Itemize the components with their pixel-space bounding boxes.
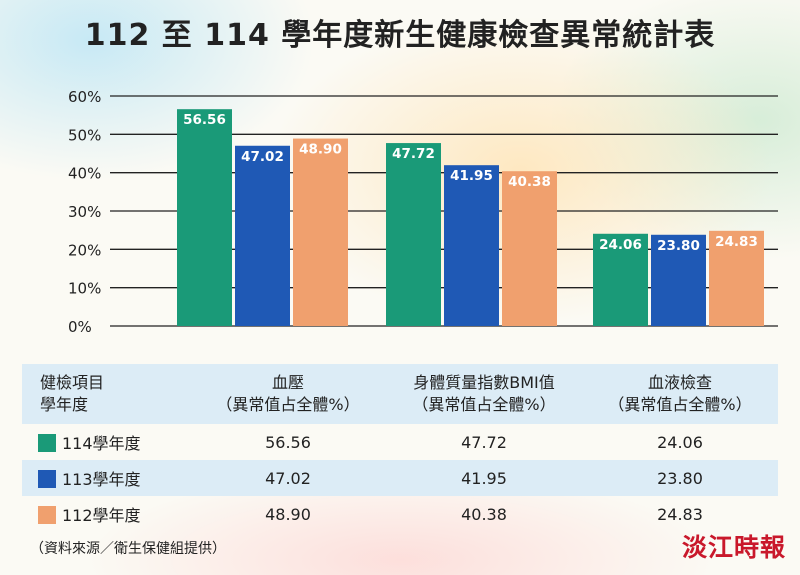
table-row: 114學年度 56.56 47.72 24.06: [22, 424, 778, 460]
y-tick-label: 50%: [68, 126, 101, 144]
value-cell: 24.83: [657, 504, 703, 524]
bar: [593, 233, 648, 326]
column-name: 身體質量指數BMI值: [413, 373, 555, 392]
bars: [177, 109, 764, 326]
legend-swatch: [38, 434, 56, 452]
table-row: 113學年度 47.02 41.95 23.80: [22, 460, 778, 496]
y-axis-ticks: 0% 10% 20% 30% 40% 50% 60%: [68, 88, 101, 336]
y-tick-label: 0%: [68, 318, 92, 336]
year-label: 114學年度: [62, 434, 141, 453]
y-tick-label: 40%: [68, 165, 101, 183]
value-cell: 47.72: [461, 432, 507, 452]
year-cell: 114學年度: [22, 424, 190, 460]
data-label: 56.56: [183, 112, 226, 128]
header-year-label: 學年度: [40, 395, 89, 414]
year-label: 112學年度: [62, 506, 141, 525]
value-cell: 41.95: [386, 460, 582, 496]
y-tick-label: 20%: [68, 241, 101, 259]
data-label: 41.95: [450, 168, 493, 184]
column-header-bmi: 身體質量指數BMI值 （異常值占全體%）: [386, 364, 582, 424]
source-note: （資料來源／衛生保健組提供）: [30, 541, 226, 557]
table-row: 112學年度 48.90 40.38 24.83: [22, 496, 778, 532]
bar: [651, 234, 706, 326]
y-tick-label: 60%: [68, 88, 101, 106]
y-tick-label: 10%: [68, 280, 101, 298]
legend-swatch: [38, 470, 56, 488]
data-label: 23.80: [657, 238, 700, 254]
data-label: 47.02: [241, 149, 284, 165]
value-cell: 23.80: [582, 460, 778, 496]
column-name: 血壓: [271, 373, 304, 392]
value-cell: 48.90: [265, 504, 311, 524]
bar: [293, 138, 348, 326]
bar-chart: 0% 10% 20% 30% 40% 50% 60% 56.56 47.02 48.90 47.7…: [68, 88, 778, 336]
column-name: 血液檢查: [647, 373, 712, 392]
year-label: 113學年度: [62, 470, 141, 489]
table-header-row: 健檢項目 學年度 血壓 （異常值占全體%） 身體質量指數BMI值 （異常值占全體…: [22, 364, 778, 424]
header-item-label: 健檢項目: [40, 373, 105, 392]
column-subtitle: （異常值占全體%）: [608, 395, 752, 414]
value-cell: 40.38: [461, 504, 507, 524]
year-cell: 113學年度: [22, 460, 190, 496]
year-cell: 112學年度: [22, 496, 190, 532]
chart-title: 112 至 114 學年度新生健康檢查異常統計表: [84, 18, 716, 53]
bar: [444, 165, 499, 326]
bar: [502, 171, 557, 326]
y-tick-label: 30%: [68, 203, 101, 221]
value-cell: 56.56: [265, 432, 311, 452]
bar: [709, 230, 764, 326]
column-subtitle: （異常值占全體%）: [412, 395, 556, 414]
bar: [235, 145, 290, 326]
column-header-blood-pressure: 血壓 （異常值占全體%）: [190, 364, 386, 424]
value-cell: 24.06: [657, 432, 703, 452]
bar: [177, 109, 232, 326]
data-label: 24.06: [599, 237, 642, 253]
column-subtitle: （異常值占全體%）: [216, 395, 360, 414]
data-table: 健檢項目 學年度 血壓 （異常值占全體%） 身體質量指數BMI值 （異常值占全體…: [22, 364, 778, 532]
data-label: 47.72: [392, 146, 435, 162]
legend-swatch: [38, 506, 56, 524]
data-label: 48.90: [299, 142, 342, 158]
bar: [386, 143, 441, 326]
value-cell: 47.02: [190, 460, 386, 496]
brand-logo: 淡江時報: [681, 533, 786, 562]
row-header-cell: 健檢項目 學年度: [22, 364, 190, 424]
column-header-blood-test: 血液檢查 （異常值占全體%）: [582, 364, 778, 424]
data-label: 24.83: [715, 234, 758, 250]
value-labels: 56.56 47.02 48.90 47.72 41.95 40.38 24.06 23.80…: [183, 112, 758, 254]
data-label: 40.38: [508, 174, 551, 190]
